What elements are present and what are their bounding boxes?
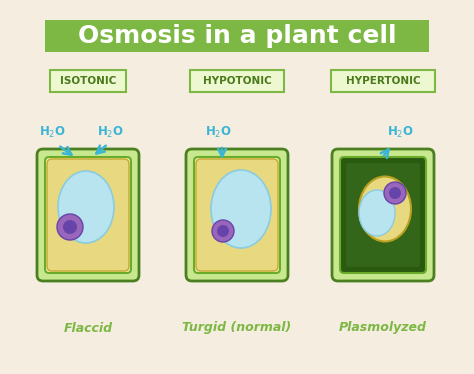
Ellipse shape [63,220,77,234]
FancyBboxPatch shape [190,70,284,92]
Ellipse shape [104,169,132,183]
FancyBboxPatch shape [47,159,129,271]
Text: H$_2$O: H$_2$O [205,125,231,140]
FancyBboxPatch shape [346,163,420,267]
Text: Flaccid: Flaccid [64,322,112,334]
Ellipse shape [359,177,411,242]
FancyBboxPatch shape [331,70,435,92]
FancyBboxPatch shape [45,157,131,273]
FancyBboxPatch shape [37,149,139,281]
Text: Plasmolyzed: Plasmolyzed [339,322,427,334]
Ellipse shape [339,169,367,183]
Ellipse shape [359,190,395,236]
Text: HYPERTONIC: HYPERTONIC [346,76,420,86]
Text: Osmosis in a plant cell: Osmosis in a plant cell [78,24,396,48]
FancyBboxPatch shape [45,20,429,52]
Ellipse shape [253,169,281,183]
Ellipse shape [217,225,229,237]
Ellipse shape [44,169,72,183]
Text: ISOTONIC: ISOTONIC [60,76,116,86]
Ellipse shape [44,247,72,261]
Ellipse shape [399,247,427,261]
Text: H$_2$O: H$_2$O [38,125,65,140]
FancyBboxPatch shape [186,149,288,281]
Ellipse shape [211,170,271,248]
Text: HYPOTONIC: HYPOTONIC [202,76,272,86]
Ellipse shape [57,214,83,240]
FancyBboxPatch shape [332,149,434,281]
Ellipse shape [389,187,401,199]
Ellipse shape [253,247,281,261]
Ellipse shape [193,169,221,183]
Text: Turgid (normal): Turgid (normal) [182,322,292,334]
Text: H$_2$O: H$_2$O [386,125,413,140]
FancyBboxPatch shape [196,159,278,271]
Ellipse shape [384,182,406,204]
Text: H$_2$O: H$_2$O [97,125,123,140]
FancyBboxPatch shape [340,157,426,273]
Ellipse shape [339,247,367,261]
FancyBboxPatch shape [194,157,280,273]
Ellipse shape [104,247,132,261]
Ellipse shape [212,220,234,242]
FancyBboxPatch shape [50,70,126,92]
Ellipse shape [58,171,114,243]
Ellipse shape [399,169,427,183]
Ellipse shape [193,247,221,261]
